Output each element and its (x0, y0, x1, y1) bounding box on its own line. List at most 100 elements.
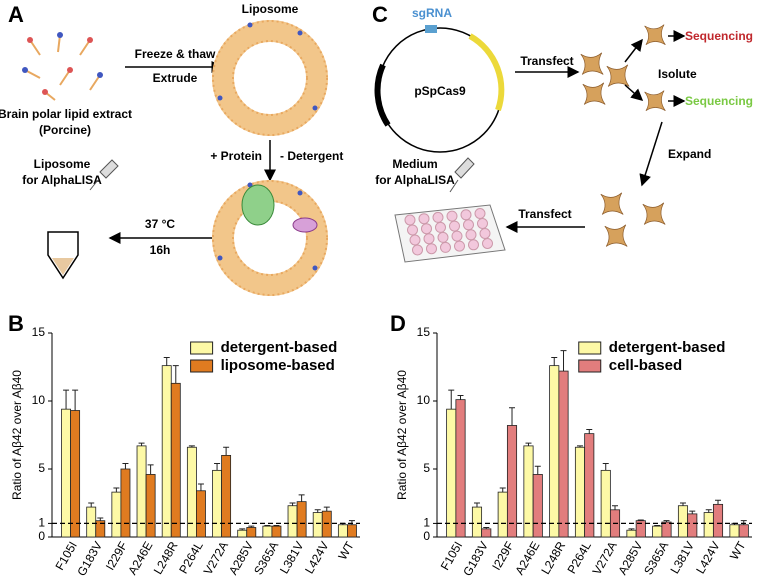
step-label: - Detergent (280, 149, 343, 163)
bar (170, 382, 181, 538)
protein (292, 217, 318, 233)
x-tick-label: G183V (460, 539, 491, 578)
well (477, 218, 488, 229)
error-bar (122, 463, 129, 469)
well (479, 228, 491, 239)
error-bar (679, 502, 686, 506)
arrow (624, 84, 644, 101)
legend-label: detergent-based (221, 339, 338, 356)
x-tick-label: L381V (667, 539, 696, 576)
tube-liquid (52, 258, 74, 275)
error-bar (637, 519, 644, 521)
error-bar (188, 445, 195, 448)
y-tick-label: 0 (38, 529, 45, 543)
legend-swatch (190, 341, 214, 355)
bar (61, 408, 71, 538)
error-bar (473, 502, 480, 508)
bar (600, 469, 611, 538)
error-bar (602, 463, 609, 471)
cell (642, 202, 666, 225)
error-bar (72, 389, 79, 411)
error-bar (273, 524, 280, 527)
y-tick-label: 10 (32, 393, 46, 407)
well (460, 209, 472, 221)
x-tick-label: L248R (151, 539, 181, 577)
cell (580, 52, 604, 75)
error-bar (264, 524, 271, 527)
y-tick-label: 15 (417, 325, 431, 339)
bar (111, 491, 122, 538)
error-bar (147, 464, 154, 475)
error-bar (689, 510, 696, 514)
well (465, 229, 477, 241)
well (440, 241, 451, 253)
bar (729, 524, 740, 538)
error-bar (628, 528, 635, 531)
arrow (639, 121, 663, 187)
error-bar (248, 525, 255, 528)
bar (506, 425, 518, 538)
bar (558, 370, 569, 538)
well (474, 208, 486, 219)
error-bar (612, 505, 619, 510)
bar (212, 469, 222, 538)
step-label: Expand (668, 147, 711, 161)
bar (262, 525, 273, 538)
step-label: Isolute (658, 67, 697, 81)
well (432, 211, 444, 223)
y-tick-label: 15 (32, 325, 46, 339)
well (482, 238, 493, 249)
bar (626, 529, 637, 538)
y-tick-label: 5 (423, 461, 430, 475)
bar (271, 525, 282, 538)
bar (161, 365, 172, 538)
bar (532, 474, 543, 538)
y-axis-label: Ratio of Aβ42 over Aβ40 (395, 370, 409, 500)
step-label: Transfect (518, 207, 571, 221)
error-bar (654, 524, 661, 527)
condition: 16h (150, 243, 171, 257)
error-bar (163, 356, 170, 366)
pipette (89, 159, 119, 191)
error-bar (534, 465, 541, 475)
panel-c: C sgRNA pSpCas9 Transfect Isolute Sequen… (372, 2, 753, 263)
sequencing-label: Sequencing (685, 29, 753, 43)
error-bar (448, 389, 455, 410)
bar (584, 433, 595, 538)
well (407, 224, 418, 236)
wells (404, 208, 493, 256)
plasmid-label: pSpCas9 (414, 84, 466, 98)
well (468, 239, 479, 251)
output-label: for AlphaLISA (375, 173, 455, 187)
bar (145, 474, 156, 538)
bar (296, 501, 307, 538)
error-bar (239, 528, 246, 531)
error-bar (586, 429, 593, 434)
lipids (22, 32, 103, 101)
bar (661, 521, 672, 538)
panel-label: B (8, 311, 24, 336)
bar (246, 527, 257, 538)
bar (549, 365, 560, 538)
error-bar (138, 442, 145, 446)
error-bar (499, 487, 506, 493)
cell (644, 24, 666, 46)
well (463, 219, 474, 231)
error-bar (663, 520, 670, 523)
error-bar (560, 350, 567, 372)
x-tick-label: L248R (538, 539, 568, 577)
x-tick-label: A246E (125, 539, 155, 577)
bar (347, 524, 357, 538)
lipid-label: Brain polar lipid extract (0, 107, 132, 121)
legend-swatch (578, 341, 602, 355)
lipid-source: (Porcine) (39, 123, 91, 137)
error-bar (483, 526, 490, 529)
x-tick-label: A285V (615, 539, 645, 577)
y-tick-label: 0 (423, 529, 430, 543)
panel-label: C (372, 2, 388, 27)
well (421, 223, 432, 235)
bar (712, 503, 724, 538)
x-tick-label: F105I (438, 539, 465, 573)
error-bar (314, 509, 321, 513)
